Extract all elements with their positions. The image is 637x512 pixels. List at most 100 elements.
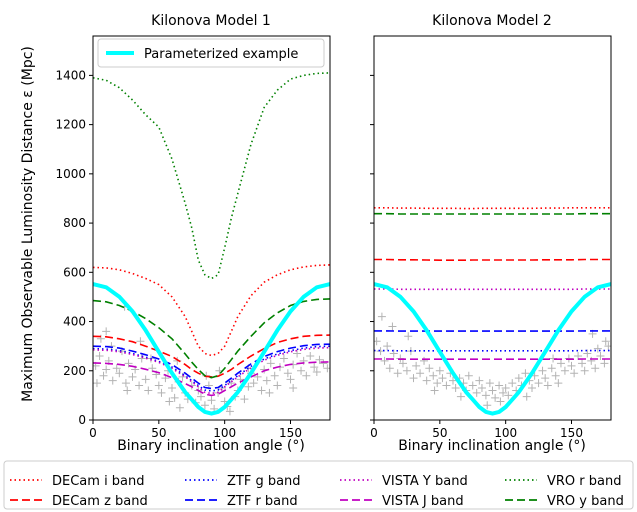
scatter-point (306, 352, 315, 360)
scatter-point (430, 386, 439, 395)
scatter-point (270, 371, 279, 380)
scatter-point (556, 359, 565, 368)
scatter-point (554, 379, 563, 388)
scatter-point (538, 366, 547, 375)
x-tick-label: 100 (494, 426, 517, 440)
y-tick-label: 600 (63, 265, 86, 279)
series-line-vista-j-band (93, 361, 330, 397)
scatter-point (504, 391, 513, 400)
scatter-point (475, 376, 484, 385)
scatter-point (593, 344, 602, 353)
scatter-point (560, 366, 569, 375)
scatter-point (297, 366, 306, 375)
scatter-point (600, 359, 609, 368)
scatter-point (385, 364, 394, 373)
scatter-point (477, 384, 486, 392)
scatter-point (468, 381, 477, 390)
scatter-point (438, 374, 447, 383)
y-tick-label: 1400 (55, 68, 86, 82)
scatter-point (596, 352, 605, 360)
scatter-point (168, 384, 176, 392)
legend-label-vro-r-band: VRO r band (547, 474, 621, 489)
scatter-point (483, 401, 492, 410)
x-tick-label: 150 (279, 426, 302, 440)
scatter-point (144, 386, 153, 395)
scatter-point (93, 379, 101, 388)
scatter-point (225, 407, 234, 416)
scatter-point (547, 364, 556, 373)
scatter-point (534, 379, 543, 388)
chart-title-model-2: Kilonova Model 2 (432, 13, 552, 29)
scatter-point (170, 393, 179, 402)
y-tick-label: 0 (78, 413, 86, 427)
x-tick-label: 50 (151, 426, 166, 440)
scatter-point (135, 381, 144, 390)
scatter-point (262, 376, 271, 385)
scatter-point (433, 379, 442, 388)
scatter-point (200, 401, 209, 410)
legend-label-vista-j-band: VISTA J band (382, 494, 464, 509)
scatter-point (148, 364, 157, 373)
scatter-point (604, 342, 611, 351)
scatter-point (293, 349, 302, 358)
scatter-point (273, 381, 282, 390)
scatter-point (567, 361, 576, 370)
x-tick-label: 150 (560, 426, 583, 440)
scatter-point (583, 349, 592, 358)
scatter-point (522, 392, 531, 401)
panel-model-1: Kilonova Model 1 Binary inclination angl… (55, 13, 331, 454)
legend-label-ztf-g-band: ZTF g band (227, 474, 301, 489)
plot-frame (373, 35, 612, 421)
scatter-point (528, 384, 536, 392)
scatter-point (157, 388, 166, 397)
scatter-point (108, 376, 117, 385)
scatter-point (580, 366, 589, 375)
scatter-point (380, 356, 389, 365)
series-line-decam-z-band (93, 334, 330, 378)
scatter-point (472, 388, 481, 397)
series-line-decam-z-band (374, 258, 611, 262)
scatter-point (196, 392, 205, 401)
scatter-point (429, 371, 438, 380)
y-axis-label: Maximum Observable Luminosity Distance ε… (20, 46, 36, 402)
scatter-point (551, 371, 560, 380)
scatter-point (99, 371, 108, 380)
scatter-point (402, 366, 411, 375)
series-line-parameterized-example (374, 282, 611, 416)
series-line-ztf-g-band (93, 345, 330, 392)
scatter-point (570, 369, 579, 378)
x-tick-label: 50 (432, 426, 447, 440)
scatter-point (393, 369, 402, 378)
scatter-point (485, 379, 494, 388)
y-tick-label: 1000 (55, 167, 86, 181)
scatter-point (416, 369, 425, 378)
scatter-point (279, 354, 288, 363)
y-tick-label: 400 (63, 315, 86, 329)
scatter-point (541, 374, 550, 383)
scatter-point (587, 356, 596, 365)
x-axis-label-model-1: Binary inclination angle (°) (117, 438, 305, 454)
scatter-point (491, 393, 500, 402)
legend-label-decam-z-band: DECam z band (52, 494, 148, 509)
chart-title-model-1: Kilonova Model 1 (151, 13, 271, 29)
scatter-point (266, 359, 275, 368)
legend-box (97, 38, 325, 68)
scatter-point (601, 337, 610, 346)
series-line-decam-i-band (374, 207, 611, 210)
x-tick-label: 100 (213, 426, 236, 440)
scatter-point (240, 395, 249, 404)
x-tick-label: 0 (370, 426, 378, 440)
scatter-point (422, 376, 431, 385)
scatter-point (451, 384, 460, 392)
scatter-point (389, 349, 398, 358)
scatter-point (543, 381, 552, 390)
scatter-point (102, 365, 111, 374)
y-tick-label: 800 (63, 216, 86, 230)
scatter-point (95, 352, 104, 360)
scatter-point (165, 397, 174, 406)
scatter-point (207, 396, 216, 405)
scatter-point (123, 386, 132, 395)
scatter-point (377, 312, 386, 321)
scatter-point (121, 379, 130, 388)
scatter-point (508, 379, 517, 388)
